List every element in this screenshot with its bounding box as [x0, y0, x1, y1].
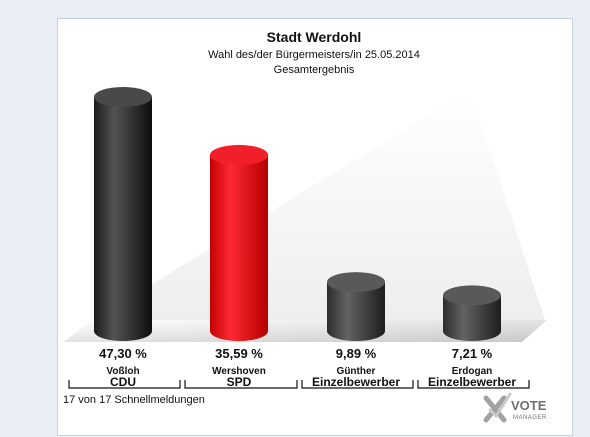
party-label-spd: SPD — [227, 375, 252, 389]
candidate-name-erdogan: Erdogan — [452, 366, 493, 377]
candidate-name-vossloh: Voßloh — [106, 366, 139, 377]
axis-bracket-einzel-2 — [417, 380, 530, 389]
candidate-name-wershoven: Wershoven — [212, 366, 266, 377]
logo-text-manager: MANAGER — [513, 415, 547, 421]
bars-group — [94, 87, 501, 341]
chart-title: Stadt Werdohl — [267, 29, 362, 45]
bar-vossloh — [94, 87, 152, 341]
bar-top-vossloh — [94, 87, 152, 107]
candidate-names: Voßloh Wershoven Günther Erdogan — [106, 366, 492, 377]
bar-top-guenther — [327, 272, 385, 293]
footer-note: 17 von 17 Schnellmeldungen — [63, 394, 205, 406]
percent-label-wershoven: 35,59 % — [215, 346, 263, 361]
chart-backdrop-shadow — [88, 90, 545, 320]
party-label-cdu: CDU — [110, 375, 136, 389]
bar-body-vossloh — [94, 97, 152, 341]
bar-body-guenther — [327, 282, 385, 341]
chart-subtitle: Wahl des/der Bürgermeisters/in 25.05.201… — [208, 49, 420, 61]
party-labels: CDU SPD Einzelbewerber Einzelbewerber — [110, 375, 516, 389]
bar-guenther — [327, 272, 385, 341]
bar-body-erdogan — [443, 295, 501, 341]
party-label-einzelbewerber-2: Einzelbewerber — [428, 375, 516, 389]
percent-labels: 47,30 % 35,59 % 9,89 % 7,21 % — [99, 346, 493, 361]
bar-erdogan — [443, 285, 501, 341]
x-check-icon — [483, 392, 512, 423]
axis-bracket-spd — [184, 380, 298, 389]
bar-top-erdogan — [443, 285, 501, 306]
bar-wershoven — [210, 144, 268, 341]
chart-subtitle-2: Gesamtergebnis — [274, 64, 355, 76]
percent-label-vossloh: 47,30 % — [99, 346, 147, 361]
chart-floor — [63, 320, 547, 342]
axis-bracket-einzel-1 — [301, 380, 414, 389]
bar-body-wershoven — [210, 154, 268, 341]
candidate-name-guenther: Günther — [337, 366, 376, 377]
bar-top-wershoven — [210, 144, 268, 165]
vote-manager-logo: VOTE MANAGER — [483, 392, 547, 423]
axis-bracket-cdu — [68, 380, 181, 389]
percent-label-erdogan: 7,21 % — [452, 346, 493, 361]
category-axis — [68, 380, 530, 389]
logo-text-vote: VOTE — [511, 398, 547, 413]
percent-label-guenther: 9,89 % — [336, 346, 377, 361]
party-label-einzelbewerber-1: Einzelbewerber — [312, 375, 400, 389]
